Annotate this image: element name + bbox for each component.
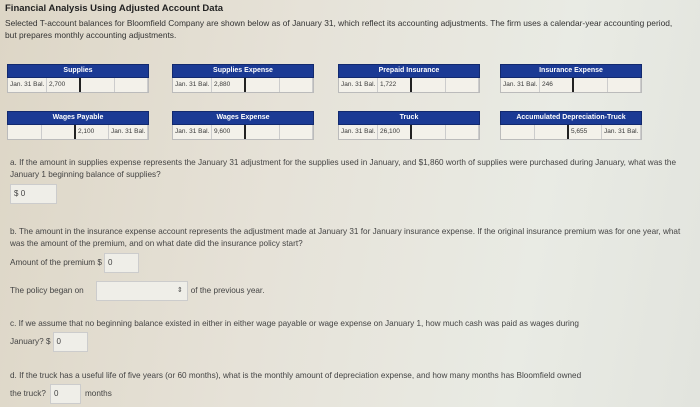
account-row: 2,100 Jan. 31 Bal. [7,125,149,140]
policy-began-label: The policy began on [10,286,84,296]
balance-value: 2,700 [47,78,81,92]
account-name: Wages Expense [172,111,314,125]
input-value: 0 [107,258,113,267]
account-row: Jan. 31 Bal. 2,880 [172,78,314,93]
input-value: 0 [20,189,26,198]
credit-cell[interactable] [280,125,313,139]
account-name: Supplies Expense [172,64,314,78]
question-c: c. If we assume that no beginning balanc… [10,318,690,352]
policy-suffix: of the previous year. [190,286,265,296]
debit-cell[interactable] [42,125,76,139]
balance-value: 2,880 [212,78,246,92]
credit-cell[interactable] [280,78,313,92]
credit-cell[interactable] [412,125,446,139]
balance-label: Jan. 31 Bal. [339,78,378,92]
balance-label: Jan. 31 Bal. [173,125,212,139]
account-row: Jan. 31 Bal. 246 [500,78,642,93]
balance-value: 9,600 [212,125,246,139]
question-b-text: b. The amount in the insurance expense a… [10,227,681,248]
balance-label: Jan. 31 Bal. [501,78,540,92]
t-account: Wages Payable 2,100 Jan. 31 Bal. [7,111,149,140]
credit-cell[interactable] [608,78,641,92]
balance-label: Jan. 31 Bal. [8,78,47,92]
debit-cell[interactable] [8,125,42,139]
question-d-text: d. If the truck has a useful life of fiv… [10,371,582,380]
credit-cell[interactable] [246,78,280,92]
balance-label: Jan. 31 Bal. [339,125,378,139]
t-account: Insurance Expense Jan. 31 Bal. 246 [500,64,642,93]
balance-label: Jan. 31 Bal. [173,78,212,92]
account-name: Wages Payable [7,111,149,125]
premium-input[interactable]: 0 [103,253,139,273]
account-name: Accumulated Depreciation-Truck [500,111,642,125]
account-name: Insurance Expense [500,64,642,78]
input-value: 0 [53,389,59,398]
balance-value: 1,722 [378,78,412,92]
wages-cash-input[interactable]: 0 [52,332,88,352]
balance-value: 26,100 [378,125,412,139]
t-account: Supplies Jan. 31 Bal. 2,700 [7,64,149,93]
account-name: Prepaid Insurance [338,64,480,78]
question-d-text2: the truck? [10,389,46,399]
question-c-text: c. If we assume that no beginning balanc… [10,319,579,328]
credit-cell[interactable] [81,78,115,92]
account-row: Jan. 31 Bal. 1,722 [338,78,480,93]
premium-label: Amount of the premium $ [10,258,102,268]
months-unit: months [84,389,112,399]
question-d: d. If the truck has a useful life of fiv… [10,370,690,404]
account-name: Supplies [7,64,149,78]
intro-text: Selected T-account balances for Bloomfie… [5,18,673,40]
account-row: Jan. 31 Bal. 9,600 [172,125,314,140]
months-owned-input[interactable]: 0 [49,384,81,404]
dollar-sign: $ [14,189,19,198]
credit-cell[interactable] [115,78,148,92]
credit-cell[interactable] [446,78,479,92]
t-account: Accumulated Depreciation-Truck 5,655 Jan. … [500,111,642,140]
credit-cell[interactable] [246,125,280,139]
account-row: 5,655 Jan. 31 Bal. [500,125,642,140]
credit-cell[interactable] [446,125,479,139]
balance-label: Jan. 31 Bal. [602,125,641,139]
debit-cell[interactable] [501,125,535,139]
credit-cell[interactable] [574,78,608,92]
question-a-text: a. If the amount in supplies expense rep… [10,158,677,179]
account-row: Jan. 31 Bal. 2,700 [7,78,149,93]
policy-start-select[interactable]: ⇕ [95,281,188,301]
t-account: Truck Jan. 31 Bal. 26,100 [338,111,480,140]
account-name: Truck [338,111,480,125]
balance-value: 5,655 [569,125,602,139]
input-value: 0 [56,337,61,346]
question-c-text2: January? $ [10,337,51,347]
t-account: Supplies Expense Jan. 31 Bal. 2,880 [172,64,314,93]
balance-value: 2,100 [76,125,109,139]
question-b: b. The amount in the insurance expense a… [10,226,690,301]
balance-label: Jan. 31 Bal. [109,125,148,139]
question-a: a. If the amount in supplies expense rep… [10,157,690,204]
t-account: Wages Expense Jan. 31 Bal. 9,600 [172,111,314,140]
balance-value: 246 [540,78,574,92]
page-title: Financial Analysis Using Adjusted Accoun… [5,3,224,14]
t-account: Prepaid Insurance Jan. 31 Bal. 1,722 [338,64,480,93]
credit-cell[interactable] [412,78,446,92]
supplies-beginning-input[interactable]: $ 0 [10,184,57,204]
select-arrows-icon: ⇕ [176,287,183,294]
account-row: Jan. 31 Bal. 26,100 [338,125,480,140]
debit-cell[interactable] [535,125,569,139]
